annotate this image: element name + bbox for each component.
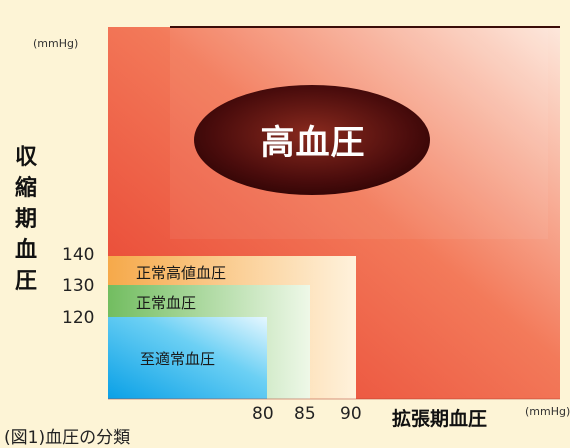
high-normal-label: 正常高値血圧: [136, 264, 227, 282]
x-tick-80: 80: [252, 404, 274, 424]
hypertension-label: 高血圧: [260, 123, 366, 163]
optimal-region: [108, 317, 267, 399]
x-tick-85: 85: [294, 404, 316, 424]
y-unit-label: (mmHg): [33, 37, 79, 50]
y-tick-140: 140: [62, 245, 95, 265]
y-tick-130: 130: [62, 276, 95, 296]
normal-label: 正常血圧: [136, 294, 197, 312]
x-tick-90: 90: [340, 404, 362, 424]
x-unit-label: (mmHg): [525, 405, 570, 418]
x-axis-label: 拡張期血圧: [392, 408, 488, 430]
y-tick-120: 120: [62, 308, 95, 328]
hypertension-ellipse: [194, 85, 430, 195]
y-axis-label: 収縮期血圧: [14, 145, 37, 294]
optimal-label: 至適常血圧: [140, 350, 216, 368]
figure-caption: (図1)血圧の分類: [4, 428, 131, 448]
